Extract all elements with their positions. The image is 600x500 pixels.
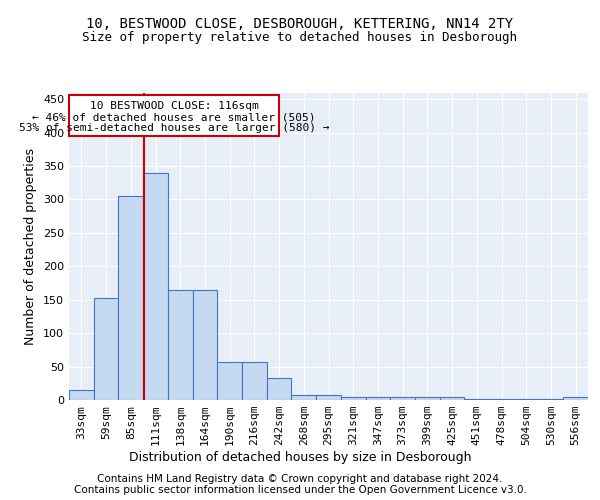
- Text: ← 46% of detached houses are smaller (505): ← 46% of detached houses are smaller (50…: [32, 112, 316, 122]
- Text: Contains public sector information licensed under the Open Government Licence v3: Contains public sector information licen…: [74, 485, 526, 495]
- Bar: [69, 94, 279, 136]
- Bar: [415, 396, 440, 400]
- Bar: [267, 378, 292, 400]
- Bar: [168, 290, 193, 400]
- Bar: [292, 394, 316, 400]
- Y-axis label: Number of detached properties: Number of detached properties: [25, 148, 37, 345]
- Bar: [193, 290, 217, 400]
- Bar: [143, 172, 168, 400]
- Text: Distribution of detached houses by size in Desborough: Distribution of detached houses by size …: [129, 451, 471, 464]
- Bar: [316, 394, 341, 400]
- Bar: [464, 398, 489, 400]
- Bar: [341, 396, 365, 400]
- Text: Contains HM Land Registry data © Crown copyright and database right 2024.: Contains HM Land Registry data © Crown c…: [97, 474, 503, 484]
- Bar: [440, 396, 464, 400]
- Text: 10 BESTWOOD CLOSE: 116sqm: 10 BESTWOOD CLOSE: 116sqm: [89, 100, 259, 110]
- Bar: [489, 398, 514, 400]
- Bar: [217, 362, 242, 400]
- Bar: [514, 398, 539, 400]
- Text: 53% of semi-detached houses are larger (580) →: 53% of semi-detached houses are larger (…: [19, 124, 329, 134]
- Bar: [563, 396, 588, 400]
- Text: 10, BESTWOOD CLOSE, DESBOROUGH, KETTERING, NN14 2TY: 10, BESTWOOD CLOSE, DESBOROUGH, KETTERIN…: [86, 18, 514, 32]
- Bar: [242, 362, 267, 400]
- Bar: [69, 390, 94, 400]
- Bar: [390, 396, 415, 400]
- Bar: [365, 396, 390, 400]
- Bar: [94, 298, 118, 400]
- Bar: [118, 196, 143, 400]
- Bar: [539, 398, 563, 400]
- Text: Size of property relative to detached houses in Desborough: Size of property relative to detached ho…: [83, 31, 517, 44]
